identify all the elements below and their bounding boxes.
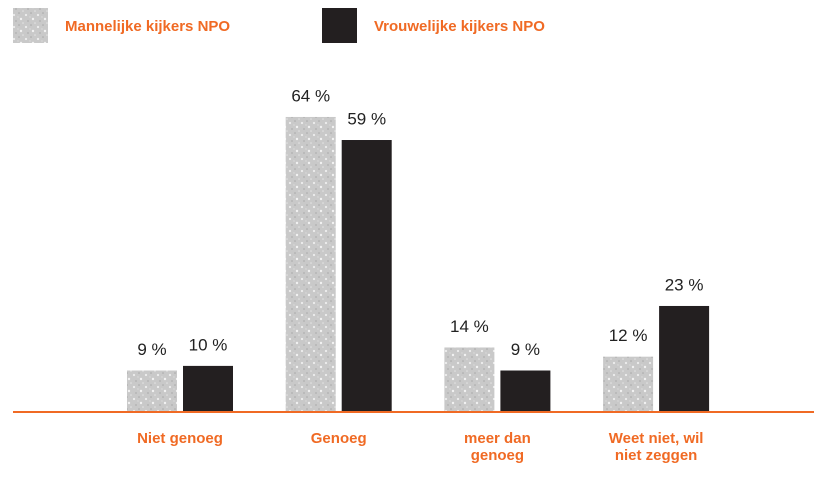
legend-swatch — [13, 8, 48, 43]
legend-swatch — [322, 8, 357, 43]
bar — [341, 140, 392, 412]
value-label: 23 % — [665, 275, 704, 294]
bar — [285, 116, 336, 413]
bar — [183, 365, 233, 412]
legend-label: Mannelijke kijkers NPO — [65, 18, 230, 35]
bar — [127, 370, 177, 412]
value-label: 64 % — [291, 86, 330, 105]
value-label: 12 % — [609, 326, 648, 345]
x-tick-label: Niet genoeg — [137, 430, 223, 447]
bar — [659, 305, 710, 412]
value-label: 9 % — [511, 340, 540, 359]
value-label: 59 % — [347, 109, 386, 128]
value-label: 14 % — [450, 317, 489, 336]
legend-label: Vrouwelijke kijkers NPO — [374, 18, 545, 35]
x-tick-label: Genoeg — [310, 430, 367, 447]
x-tick-label: meer dan genoeg — [464, 430, 531, 464]
value-label: 9 % — [137, 340, 166, 359]
value-label: 10 % — [189, 335, 228, 354]
x-tick-label: Weet niet, wil niet zeggen — [608, 430, 704, 464]
bar — [603, 356, 654, 412]
bar — [500, 370, 551, 412]
bar — [444, 347, 495, 412]
